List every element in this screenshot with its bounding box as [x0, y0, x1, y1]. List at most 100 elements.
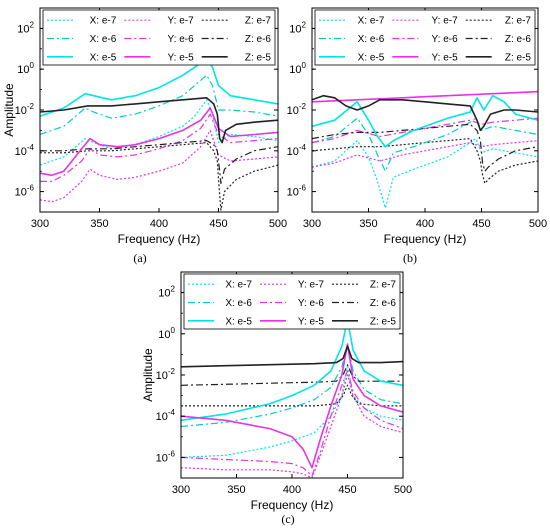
- x-tick-label: 400: [150, 218, 168, 230]
- legend-label: Z: e-6: [245, 34, 272, 45]
- series-line-z-e-5: [181, 345, 403, 368]
- y-tick-label: 10-2: [15, 102, 35, 117]
- legend: X: e-7 Y: e-7 Z: e-7 X: e-6 Y: e-6 Z: e-6 X: e…: [183, 273, 401, 330]
- y-tick-label: 102: [158, 285, 175, 300]
- y-tick-label: 10-6: [15, 184, 35, 199]
- legend-label: Y: e-7: [168, 16, 195, 27]
- legend: X: e-7 Y: e-7 Z: e-7 X: e-6 Y: e-6 Z: e-6 X: e…: [42, 9, 276, 66]
- legend-label: Z: e-5: [245, 52, 272, 63]
- y-tick-label: 100: [158, 326, 175, 341]
- legend-label: Y: e-7: [298, 280, 325, 291]
- legend-label: X: e-7: [90, 16, 117, 27]
- x-tick-label: 300: [172, 484, 190, 496]
- x-axis-label: Frequency (Hz): [251, 498, 334, 512]
- series-line-y-e-6: [181, 370, 403, 477]
- series-line-y-e-5: [312, 90, 538, 103]
- y-tick-label: 102: [17, 20, 34, 35]
- legend-label: X: e-6: [225, 298, 252, 309]
- legend-label: Z: e-5: [505, 52, 532, 63]
- series-line-x-e-5: [181, 318, 403, 422]
- series-line-z-e-6: [40, 140, 278, 184]
- legend-label: X: e-5: [358, 52, 385, 63]
- legend-label: Y: e-5: [298, 316, 325, 327]
- series-line-y-e-6: [40, 113, 278, 182]
- y-tick-label: 100: [17, 61, 34, 76]
- y-axis-label: Amplitude: [2, 83, 16, 137]
- legend-label: Z: e-7: [505, 16, 532, 27]
- y-tick-label: 10-4: [287, 143, 307, 158]
- series-line-x-e-6: [181, 343, 403, 428]
- series-line-y-e-5: [181, 343, 403, 469]
- legend-label: X: e-5: [225, 316, 252, 327]
- chart-panel-b: 300 350 400 450 500 10-6 10-4 10-2 100 102 Frequen…: [287, 7, 547, 265]
- series-line-z-e-5: [40, 97, 278, 144]
- y-axis-label: Amplitude: [141, 348, 155, 402]
- series-line-y-e-7: [40, 129, 278, 203]
- legend-label: X: e-7: [225, 280, 252, 291]
- panel-caption: (a): [133, 251, 146, 265]
- legend-label: Y: e-5: [432, 52, 459, 63]
- legend: X: e-7 Y: e-7 Z: e-7 X: e-6 Y: e-6 Z: e-6 X: e…: [314, 9, 536, 66]
- x-tick-label: 450: [338, 484, 356, 496]
- series-line-x-e-6: [312, 117, 538, 172]
- x-tick-label: 300: [303, 218, 321, 230]
- y-tick-label: 10-2: [156, 367, 176, 382]
- series-line-z-e-7: [312, 138, 538, 184]
- x-axis-label: Frequency (Hz): [118, 232, 201, 246]
- legend-label: Z: e-6: [505, 34, 532, 45]
- y-tick-label: 100: [289, 61, 306, 76]
- series-line-z-e-7: [40, 142, 278, 211]
- legend-label: X: e-6: [358, 34, 385, 45]
- x-tick-label: 350: [359, 218, 377, 230]
- x-tick-label: 500: [269, 218, 287, 230]
- series-group: [181, 318, 403, 478]
- series-group: [40, 58, 278, 211]
- legend-label: Z: e-6: [370, 298, 397, 309]
- legend-label: Y: e-7: [432, 16, 459, 27]
- series-line-x-e-5: [40, 58, 278, 117]
- legend-label: Y: e-5: [168, 52, 195, 63]
- x-tick-label: 350: [90, 218, 108, 230]
- x-tick-label: 400: [416, 218, 434, 230]
- series-line-z-e-5: [312, 94, 538, 132]
- y-tick-label: 102: [289, 20, 306, 35]
- x-tick-label: 500: [529, 218, 547, 230]
- y-tick-label: 10-6: [287, 184, 307, 199]
- x-tick-label: 500: [394, 484, 412, 496]
- series-line-z-e-6: [312, 123, 538, 172]
- series-line-x-e-7: [312, 138, 538, 209]
- y-tick-label: 10-2: [287, 102, 307, 117]
- series-line-y-e-7: [181, 374, 403, 478]
- series-line-z-e-7: [181, 384, 403, 407]
- legend-label: Z: e-7: [370, 280, 397, 291]
- x-tick-label: 400: [283, 484, 301, 496]
- legend-label: X: e-5: [90, 52, 117, 63]
- y-tick-label: 10-6: [156, 449, 176, 464]
- x-axis-label: Frequency (Hz): [384, 232, 467, 246]
- y-tick-label: 10-4: [15, 143, 35, 158]
- y-tick-label: 10-4: [156, 408, 176, 423]
- legend-label: Y: e-6: [432, 34, 459, 45]
- legend-label: Z: e-7: [245, 16, 272, 27]
- series-group: [312, 90, 538, 209]
- panel-caption: (b): [403, 251, 417, 265]
- legend-label: Y: e-6: [168, 34, 195, 45]
- x-tick-label: 450: [472, 218, 490, 230]
- series-line-y-e-7: [312, 140, 538, 168]
- legend-label: Z: e-5: [370, 316, 397, 327]
- legend-box: [314, 9, 536, 66]
- x-tick-label: 300: [31, 218, 49, 230]
- panel-caption: (c): [281, 512, 294, 526]
- legend-box: [183, 273, 401, 330]
- legend-label: X: e-7: [358, 16, 385, 27]
- x-tick-label: 350: [227, 484, 245, 496]
- chart-panel-c: 300 350 400 450 500 10-6 10-4 10-2 100 102 Frequen…: [141, 271, 412, 526]
- chart-panel-a: 300 350 400 450 500 10-6 10-4 10-2 100 102 Frequen…: [2, 7, 287, 265]
- legend-box: [42, 9, 276, 66]
- x-tick-label: 450: [209, 218, 227, 230]
- series-line-x-e-6: [40, 74, 278, 136]
- legend-label: X: e-6: [90, 34, 117, 45]
- series-line-x-e-5: [312, 94, 538, 148]
- legend-label: Y: e-6: [298, 298, 325, 309]
